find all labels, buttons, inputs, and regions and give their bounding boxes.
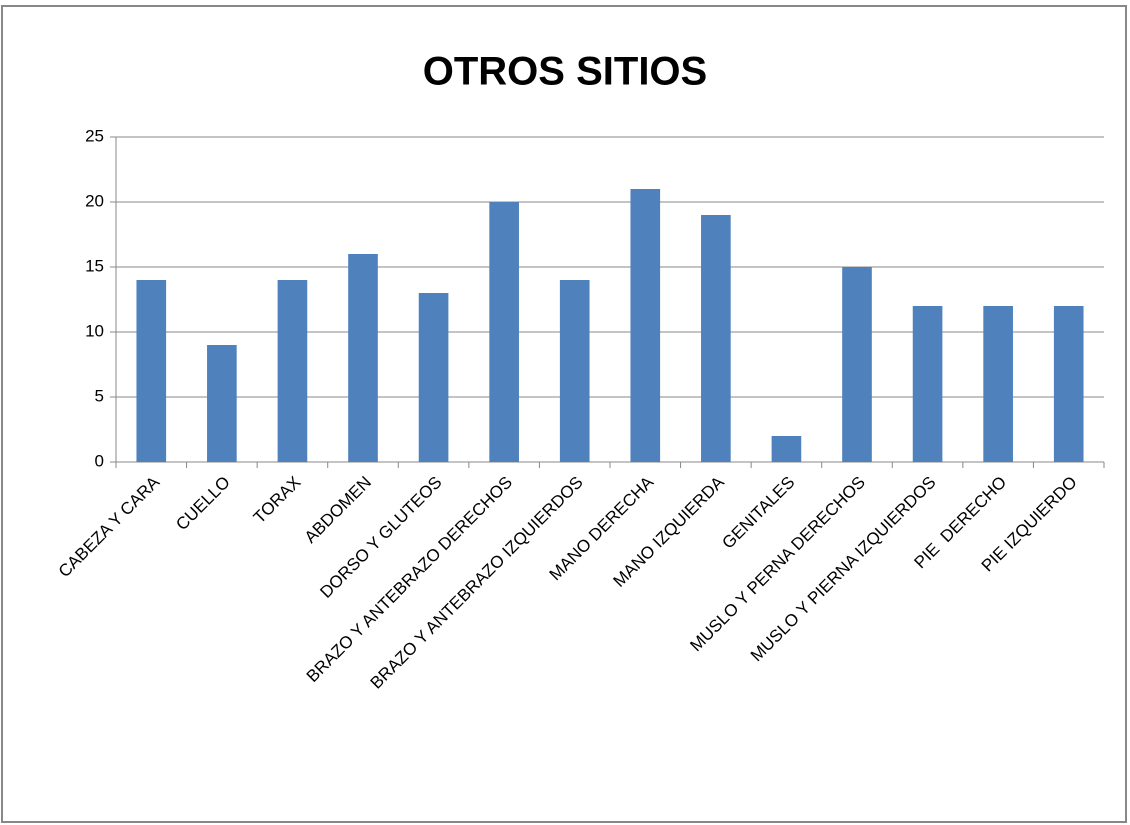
y-tick-label: 10 (85, 321, 104, 340)
bar (771, 436, 802, 462)
bar (1053, 306, 1084, 462)
bar (489, 202, 519, 462)
y-tick-label: 20 (85, 191, 104, 210)
bar (630, 189, 661, 462)
bar (983, 306, 1013, 462)
y-tick-label: 0 (95, 451, 104, 470)
bar (418, 293, 449, 462)
y-tick-label: 25 (85, 126, 104, 145)
bar (559, 280, 590, 462)
bar (277, 280, 308, 462)
bar (842, 267, 872, 462)
bar (136, 280, 167, 462)
bar (701, 215, 731, 462)
bar (207, 345, 237, 462)
bar (912, 306, 943, 462)
y-tick-label: 15 (85, 256, 104, 275)
chart-title: OTROS SITIOS (423, 50, 707, 94)
y-tick-label: 5 (95, 386, 104, 405)
bar (348, 254, 378, 462)
